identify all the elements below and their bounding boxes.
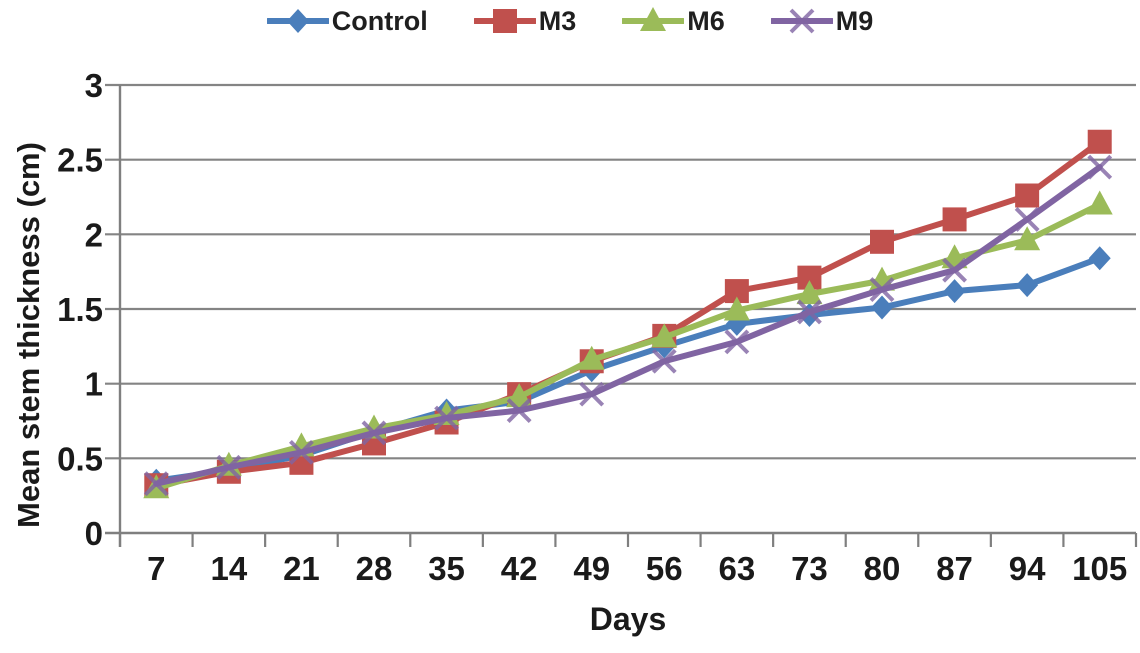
marker-m9-21 — [289, 439, 314, 465]
x-tick-label: 87 — [936, 550, 973, 587]
marker-m3-87 — [942, 207, 967, 232]
legend-label-m6: M6 — [687, 5, 725, 36]
legend-key-marker-m9 — [789, 8, 815, 34]
marker-m3-94 — [1015, 183, 1040, 208]
x-tick-label: 28 — [356, 550, 393, 587]
marker-m9-35 — [434, 405, 459, 431]
y-axis-title: Mean stem thickness (cm) — [11, 142, 46, 528]
x-tick-label: 21 — [283, 550, 320, 587]
x-tick-label: 63 — [718, 550, 755, 587]
marker-m9-14 — [216, 454, 242, 480]
legend-label-m9: M9 — [835, 5, 874, 36]
series-m3 — [144, 129, 1112, 498]
x-tick-label: 14 — [210, 550, 247, 587]
marker-m9-28 — [361, 420, 387, 446]
x-tick-label: 105 — [1072, 550, 1127, 587]
y-tick-label: 3 — [85, 67, 103, 104]
marker-m9-42 — [506, 398, 532, 423]
marker-control-105 — [1088, 246, 1111, 271]
marker-m3-105 — [1087, 129, 1112, 154]
series-line-m9 — [153, 164, 1103, 487]
x-axis-title: Days — [589, 601, 667, 637]
marker-m9-94 — [1014, 206, 1040, 232]
marker-m9-105 — [1087, 154, 1113, 180]
x-legend-key-icon — [770, 8, 833, 34]
series-line-m6 — [153, 201, 1103, 492]
series-line-m3 — [153, 138, 1103, 489]
legend-item-control: Control — [266, 4, 428, 38]
x-tick-label: 56 — [646, 550, 683, 587]
marker-m6-42 — [506, 383, 533, 408]
marker-control-87 — [943, 279, 966, 304]
marker-m9-87 — [942, 257, 967, 283]
marker-m9-7 — [143, 471, 169, 497]
marker-m6-94 — [1014, 226, 1041, 251]
legend-key-marker-m6 — [640, 7, 667, 31]
x-tick-label: 35 — [428, 550, 465, 587]
marker-m3-80 — [870, 229, 894, 254]
x-tick-label: 49 — [573, 550, 610, 587]
y-tick-label: 1.5 — [57, 291, 103, 328]
x-tick-label: 94 — [1009, 550, 1046, 587]
marker-m9-80 — [869, 277, 895, 303]
marker-m9-63 — [724, 329, 750, 355]
square-legend-key-icon — [473, 9, 536, 33]
series-m9 — [143, 154, 1113, 497]
marker-m6-56 — [651, 323, 678, 348]
y-tick-label: 0.5 — [57, 440, 103, 477]
legend-label-m3: M3 — [538, 5, 577, 36]
diamond-legend-key-icon — [266, 9, 329, 33]
legend-item-m6: M6 — [622, 4, 725, 38]
legend-item-m3: M3 — [473, 4, 577, 38]
marker-m6-49 — [578, 345, 605, 370]
y-tick-label: 1 — [85, 366, 103, 403]
x-tick-label: 73 — [791, 550, 828, 587]
legend-key-marker-control — [286, 9, 309, 33]
x-tick-label: 7 — [147, 550, 165, 587]
x-tick-label: 80 — [864, 550, 901, 587]
y-tick-label: 2.5 — [57, 142, 103, 179]
legend-label-control: Control — [331, 5, 428, 36]
marker-m6-73 — [796, 280, 823, 305]
triangle-legend-key-icon — [622, 7, 685, 31]
y-tick-label: 2 — [85, 216, 103, 253]
marker-m6-63 — [723, 296, 750, 321]
y-tick-label: 0 — [85, 515, 103, 552]
legend-item-m9: M9 — [770, 4, 874, 38]
marker-m9-49 — [579, 381, 605, 407]
marker-control-94 — [1016, 273, 1039, 298]
marker-control-80 — [871, 295, 893, 320]
marker-m9-73 — [797, 299, 822, 325]
legend-key-marker-m3 — [492, 9, 517, 33]
marker-m6-105 — [1086, 190, 1113, 215]
marker-m9-56 — [651, 348, 677, 374]
x-tick-label: 42 — [501, 550, 538, 587]
legend: Control M3 M6 M9 — [0, 0, 1140, 42]
